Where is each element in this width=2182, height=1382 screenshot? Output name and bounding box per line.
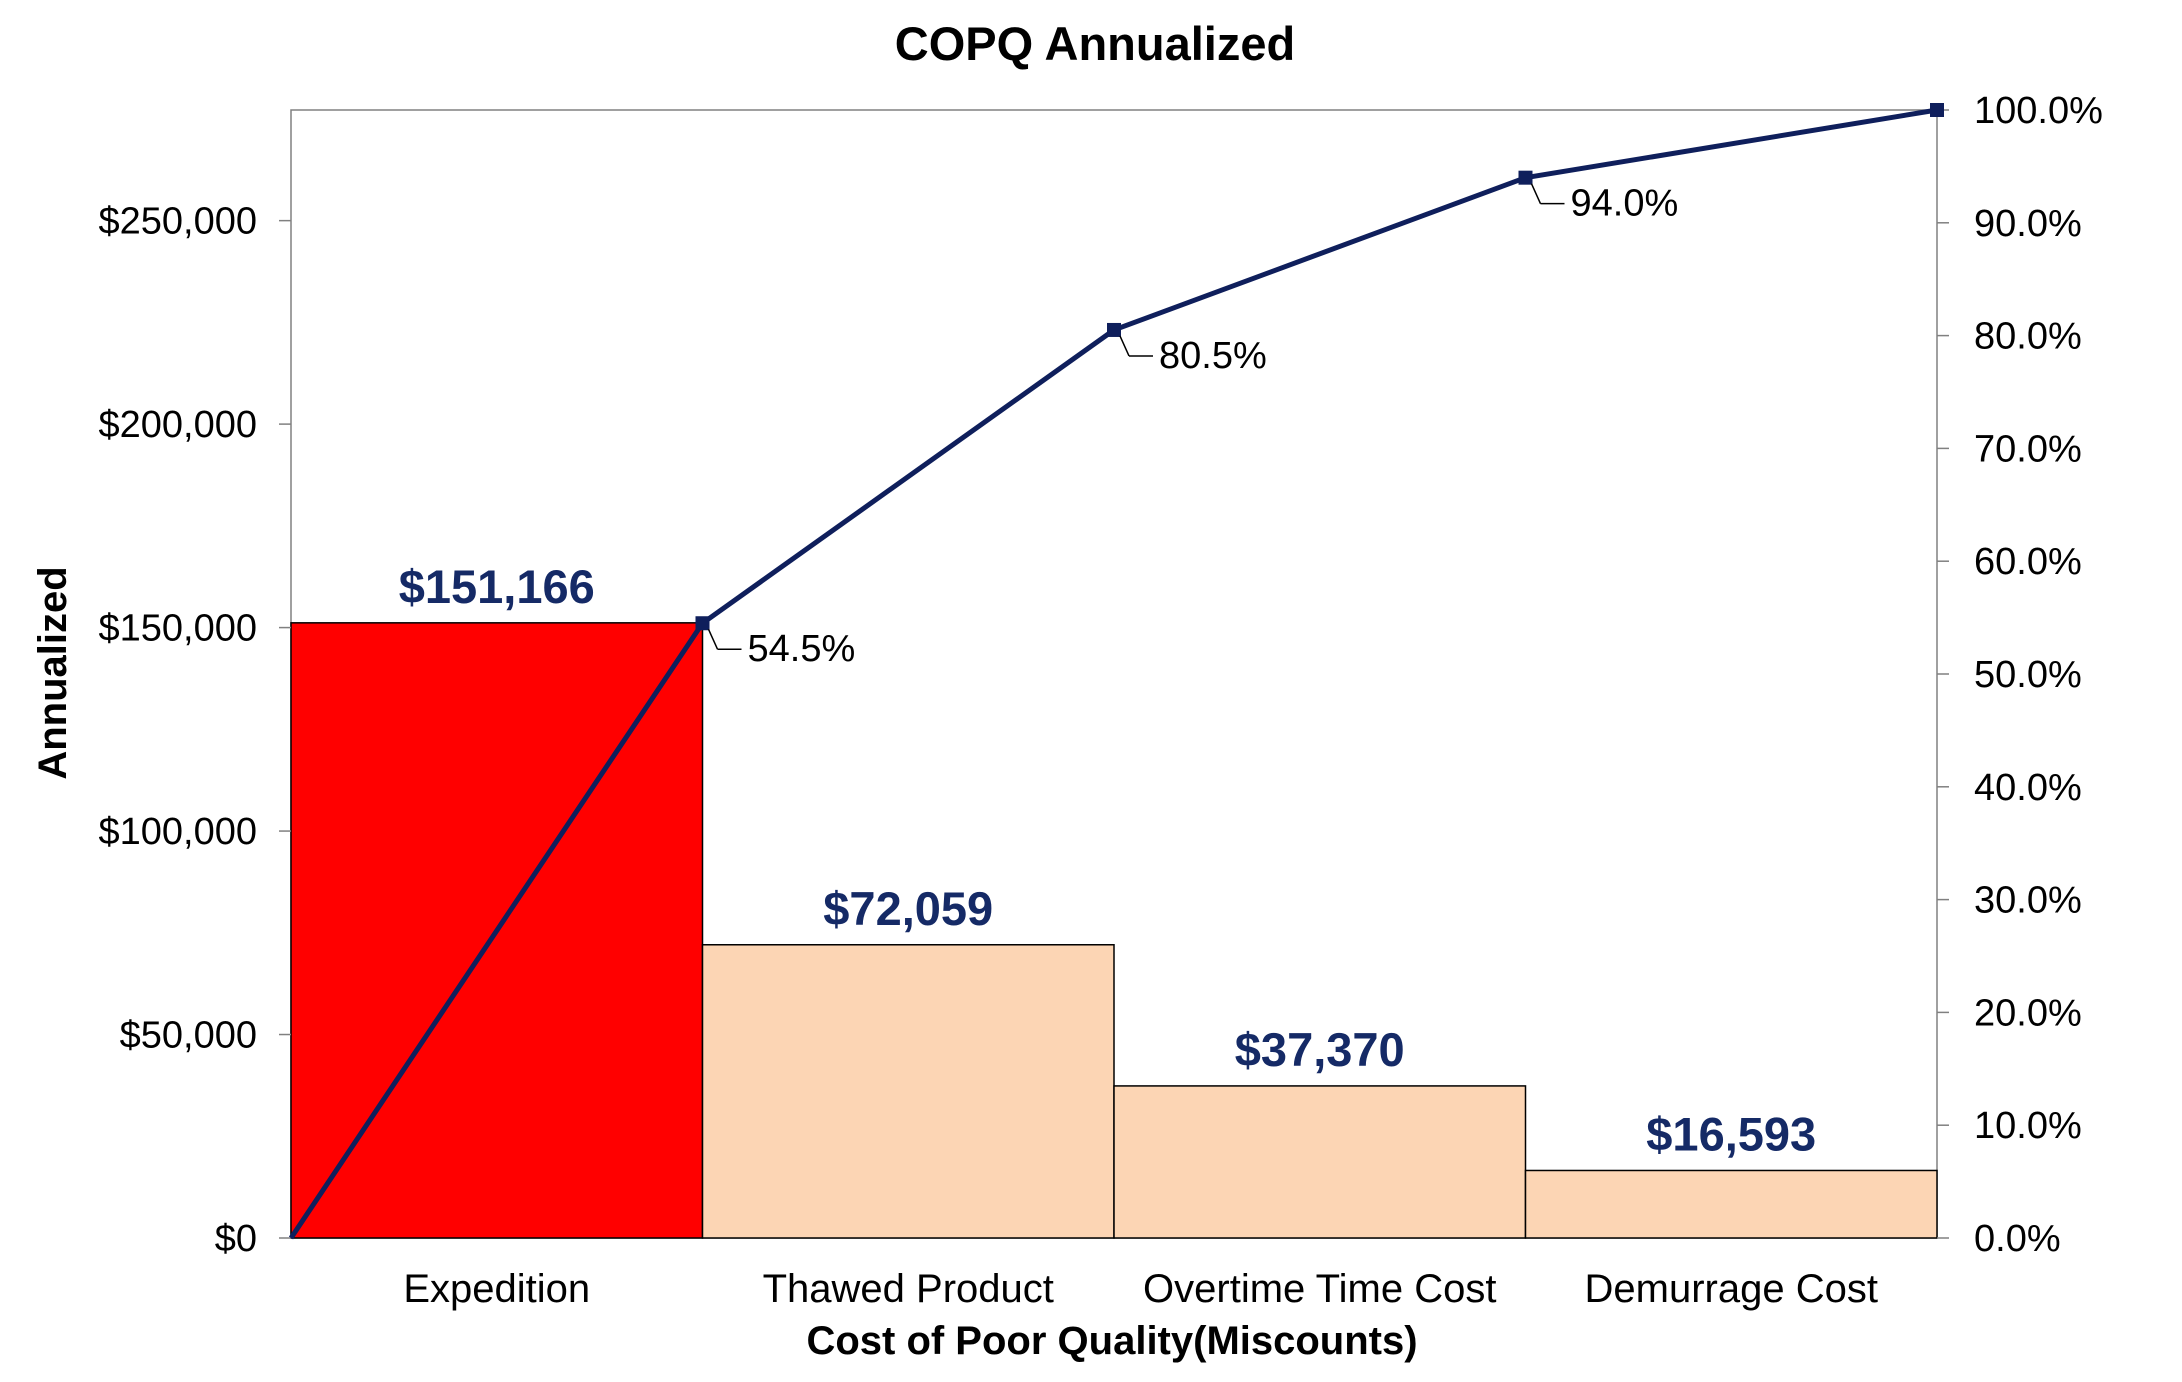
cumulative-pct-label: 94.0% (1571, 183, 1679, 225)
bar (1113, 1085, 1527, 1239)
cumulative-marker (1930, 103, 1944, 117)
bar-value-label: $72,059 (823, 882, 993, 935)
y2-tick-label: 20.0% (1974, 992, 2082, 1034)
y2-tick-label: 70.0% (1974, 428, 2082, 470)
pct-leader-line (1119, 335, 1130, 357)
y2-tick-label: 80.0% (1974, 316, 2082, 358)
category-label: Demurrage Cost (1585, 1267, 1878, 1311)
y-tick-label: $250,000 (99, 201, 258, 243)
bar-value-label: $151,166 (399, 560, 595, 613)
category-label: Thawed Product (763, 1267, 1054, 1311)
y-axis-title: Annualized (31, 566, 75, 779)
y-tick-label: $150,000 (99, 608, 258, 650)
y2-tick-label: 90.0% (1974, 203, 2082, 245)
pct-leader-line (1530, 183, 1542, 204)
category-label: Overtime Time Cost (1143, 1267, 1496, 1311)
bar-value-label: $37,370 (1235, 1023, 1405, 1076)
y2-tick-label: 30.0% (1974, 880, 2082, 922)
y-tick-label: $100,000 (99, 811, 258, 853)
cumulative-pct-label: 54.5% (748, 628, 856, 670)
y2-tick-label: 50.0% (1974, 654, 2082, 696)
y-tick-label: $0 (215, 1218, 257, 1260)
x-axis-title: Cost of Poor Quality(Miscounts) (806, 1319, 1417, 1363)
chart-title: COPQ Annualized (895, 17, 1295, 70)
y2-tick-label: 60.0% (1974, 541, 2082, 583)
cumulative-marker (1107, 322, 1121, 337)
plot-area: $0 $50,000 $100,000 $150,000 $200,000 $250,00… (99, 90, 2103, 1311)
bar-value-label: $16,593 (1646, 1107, 1816, 1160)
y2-tick-label: 0.0% (1974, 1218, 2061, 1260)
y-tick-label: $50,000 (120, 1015, 257, 1057)
bar (701, 944, 1115, 1239)
cumulative-marker (1518, 170, 1533, 185)
pct-leader-line (707, 628, 719, 650)
category-label: Expedition (403, 1267, 590, 1311)
y-tick-label: $200,000 (99, 404, 258, 446)
y2-tick-label: 100.0% (1974, 90, 2103, 132)
bar (1524, 1169, 1938, 1239)
y2-tick-label: 10.0% (1974, 1105, 2082, 1147)
y2-tick-label: 40.0% (1974, 767, 2082, 809)
cumulative-marker (695, 616, 710, 631)
cumulative-pct-label: 80.5% (1159, 335, 1267, 377)
